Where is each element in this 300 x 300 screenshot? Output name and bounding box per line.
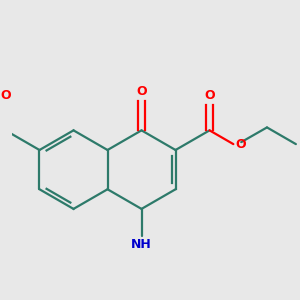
Text: NH: NH — [131, 238, 152, 251]
Text: O: O — [235, 138, 246, 151]
Text: O: O — [0, 89, 11, 102]
Text: O: O — [136, 85, 147, 98]
Text: O: O — [204, 89, 215, 102]
